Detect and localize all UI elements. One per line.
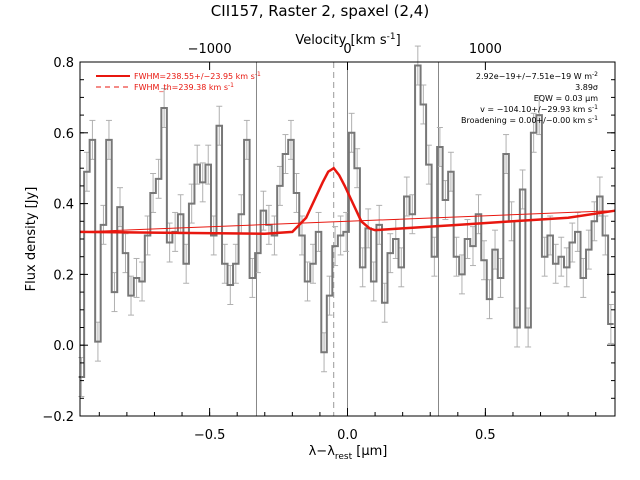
model-fit-line — [79, 166, 616, 235]
top-tick-label-0: −1000 — [188, 42, 232, 57]
legend: FWHM=238.55+/−23.95 km s-1 FWHM_th=239.3… — [96, 71, 261, 92]
top-tick-label-1: 0 — [343, 42, 351, 57]
y-axis-label: Flux density [Jy] — [24, 187, 39, 292]
x-tick-label-0: −0.5 — [194, 428, 226, 443]
annotation-broadening: Broadening = 0.00+/−0.00 km s-1 — [461, 115, 598, 125]
y-tick-label-5: 0.8 — [53, 56, 74, 71]
x-axis-label: λ−λrest [μm] — [309, 444, 388, 462]
legend-entry-fwhm: FWHM=238.55+/−23.95 km s-1 — [134, 71, 261, 81]
x-tick-label-2: 0.5 — [475, 428, 496, 443]
annotation-sigma: 3.89σ — [575, 83, 598, 92]
y-tick-label-1: 0.0 — [53, 339, 74, 354]
axis-ticks — [80, 61, 615, 417]
legend-entry-fwhm-th: FWHM_th=239.38 km s-1 — [134, 82, 234, 92]
top-axis-label: Velocity [km s-1] — [295, 32, 400, 48]
spectrum-step-line — [78, 64, 614, 379]
annotation-velocity: v = −104.10+/−29.93 km s-1 — [480, 104, 598, 114]
top-tick-label-2: 1000 — [469, 42, 502, 57]
annotations: 2.92e−19+/−7.51e−19 W m-2 3.89σ EQW = 0.… — [461, 71, 598, 125]
top-tick-labels: −1000 0 1000 — [188, 42, 502, 57]
y-tick-label-2: 0.2 — [53, 268, 74, 283]
chart-title: CII157, Raster 2, spaxel (2,4) — [211, 2, 429, 20]
x-tick-label-1: 0.0 — [337, 428, 358, 443]
y-tick-label-3: 0.4 — [53, 198, 74, 213]
annotation-flux: 2.92e−19+/−7.51e−19 W m-2 — [476, 71, 598, 81]
x-tick-labels: −0.5 0.0 0.5 — [194, 428, 496, 443]
y-tick-label-4: 0.6 — [53, 127, 74, 142]
y-tick-label-0: −0.2 — [42, 410, 74, 425]
y-tick-labels: −0.2 0.0 0.2 0.4 0.6 0.8 — [42, 56, 74, 425]
continuum-line — [79, 210, 616, 233]
annotation-eqw: EQW = 0.03 μm — [534, 94, 598, 103]
plot-area — [78, 45, 616, 416]
